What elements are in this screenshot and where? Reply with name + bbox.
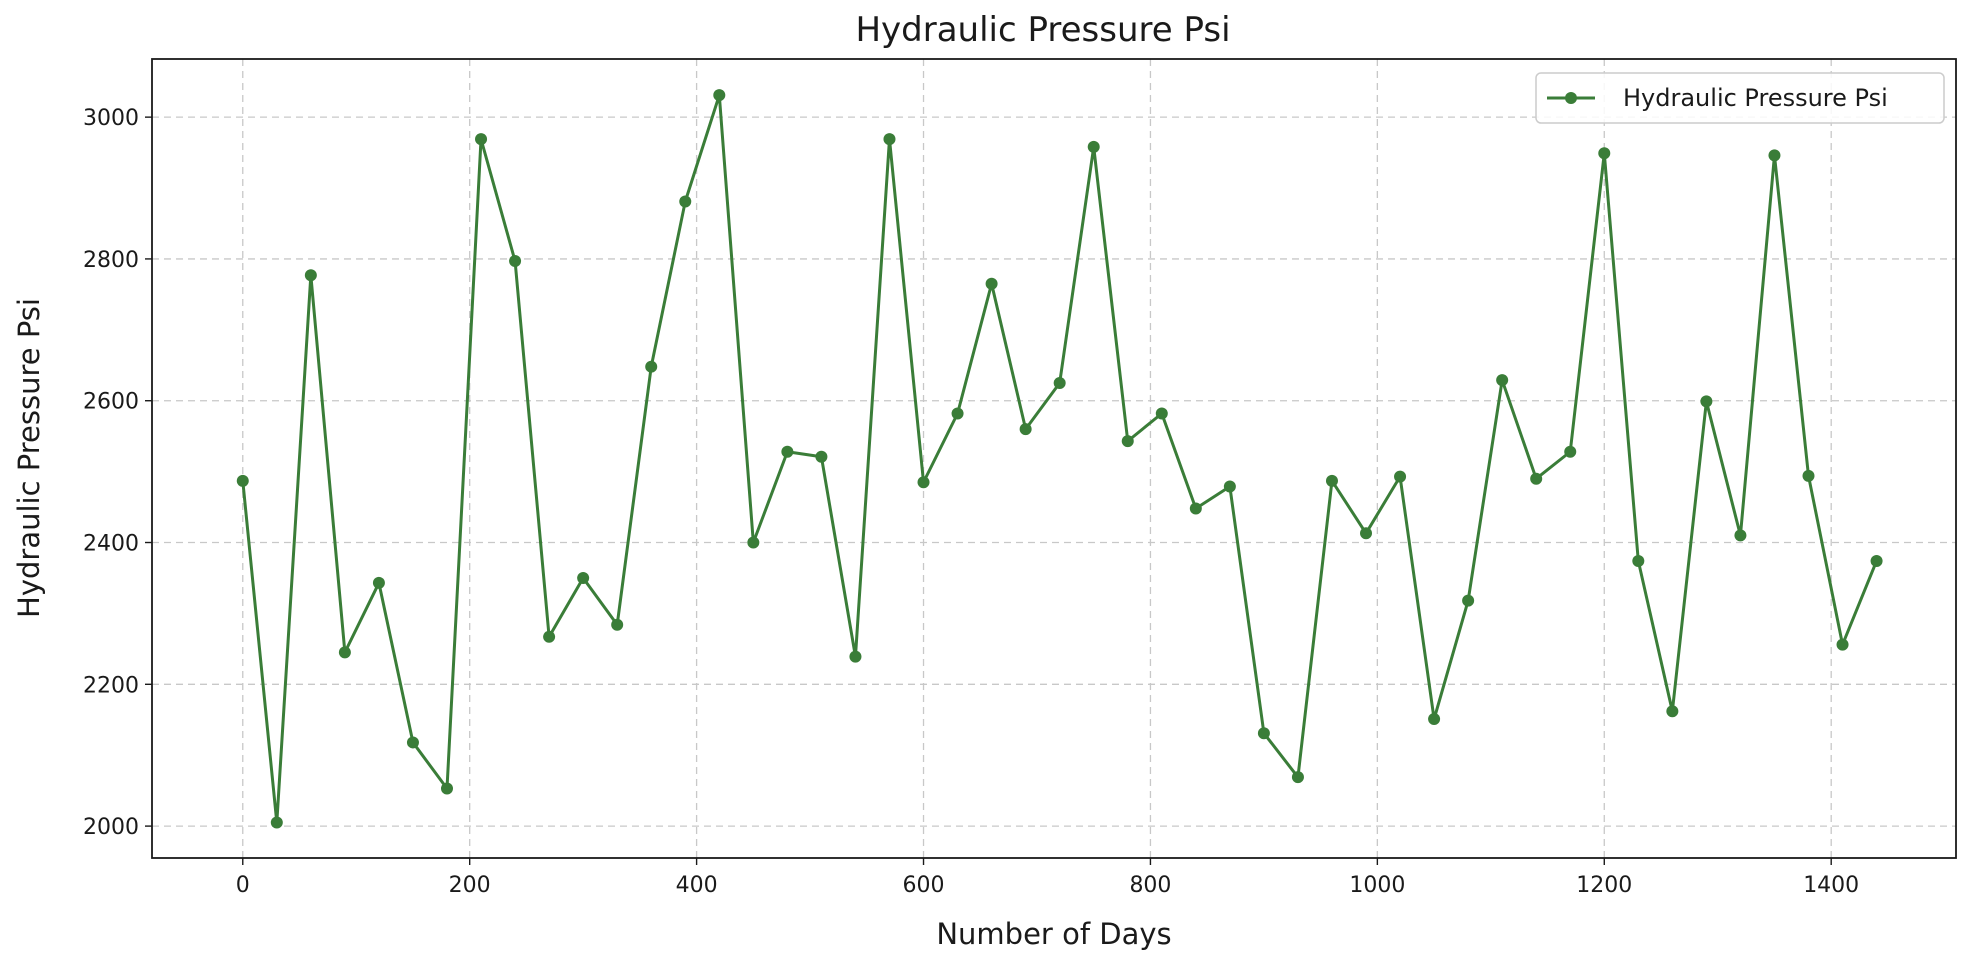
x-tick-label: 400	[676, 873, 718, 898]
data-point	[543, 630, 556, 643]
y-tick-label: 2200	[83, 673, 139, 698]
x-tick-label: 1200	[1576, 873, 1632, 898]
grid	[152, 59, 1956, 858]
data-point	[611, 618, 624, 631]
data-point	[1325, 474, 1338, 487]
data-point	[1155, 407, 1168, 420]
y-tick-label: 2600	[83, 390, 139, 415]
data-point	[1734, 529, 1747, 542]
data-point	[509, 255, 522, 268]
x-tick-label: 0	[236, 873, 250, 898]
y-tick-label: 2000	[83, 815, 139, 840]
data-point	[1802, 469, 1815, 482]
series-line	[241, 93, 1878, 825]
data-point	[1121, 435, 1134, 448]
data-point	[338, 646, 351, 659]
data-point	[1394, 470, 1407, 483]
axis-ticks: 0 200 400 600 800 1000 1200 1400 2000 2200 2400 260…	[83, 106, 1859, 898]
data-point	[1530, 472, 1543, 485]
data-point	[815, 450, 828, 463]
data-point	[1223, 480, 1236, 493]
data-point	[713, 89, 726, 102]
data-point	[1053, 376, 1066, 389]
data-point	[304, 269, 317, 282]
y-tick-label: 2400	[83, 532, 139, 557]
data-point	[883, 133, 896, 146]
data-point	[1291, 771, 1304, 784]
data-point	[1257, 727, 1270, 740]
data-point	[1700, 395, 1713, 408]
data-point	[475, 133, 488, 146]
x-tick-label: 1400	[1803, 873, 1859, 898]
data-point	[270, 816, 283, 829]
data-point	[1598, 147, 1611, 160]
data-point	[1496, 374, 1509, 387]
legend-box	[1535, 72, 1945, 124]
legend-marker-swatch	[1565, 92, 1577, 104]
data-point	[1462, 594, 1475, 607]
y-axis-label: Hydraulic Pressure Psi	[12, 298, 46, 618]
x-tick-label: 200	[449, 873, 491, 898]
data-point	[645, 360, 658, 373]
data-point	[781, 445, 794, 458]
data-point	[440, 782, 453, 795]
data-point	[1632, 554, 1645, 567]
data-point	[1836, 638, 1849, 651]
data-point	[985, 277, 998, 290]
series-layer	[236, 89, 1883, 829]
data-point	[1087, 140, 1100, 153]
data-point	[406, 736, 419, 749]
legend-label: Hydraulic Pressure Psi	[1623, 84, 1888, 112]
x-tick-label: 1000	[1349, 873, 1405, 898]
data-point	[1768, 149, 1781, 162]
chart-title: Hydraulic Pressure Psi	[855, 10, 1230, 50]
y-tick-label: 2800	[83, 248, 139, 273]
data-point	[236, 474, 249, 487]
data-point	[747, 536, 760, 549]
x-axis-label: Number of Days	[936, 917, 1171, 951]
data-point	[577, 571, 590, 584]
data-point	[849, 650, 862, 663]
data-point	[917, 476, 930, 489]
x-tick-label: 600	[903, 873, 945, 898]
data-point	[1870, 554, 1883, 567]
data-point	[1189, 502, 1202, 515]
data-point	[1428, 713, 1441, 726]
data-point	[1019, 423, 1032, 436]
x-tick-label: 800	[1129, 873, 1171, 898]
legend: Hydraulic Pressure Psi	[1535, 72, 1945, 124]
data-point	[1360, 527, 1373, 540]
plot-area-frame	[151, 58, 1957, 859]
y-tick-label: 3000	[83, 106, 139, 131]
data-point	[951, 407, 964, 420]
data-point	[1564, 445, 1577, 458]
data-point	[372, 576, 385, 589]
data-point	[1666, 705, 1679, 718]
data-point	[679, 195, 692, 208]
